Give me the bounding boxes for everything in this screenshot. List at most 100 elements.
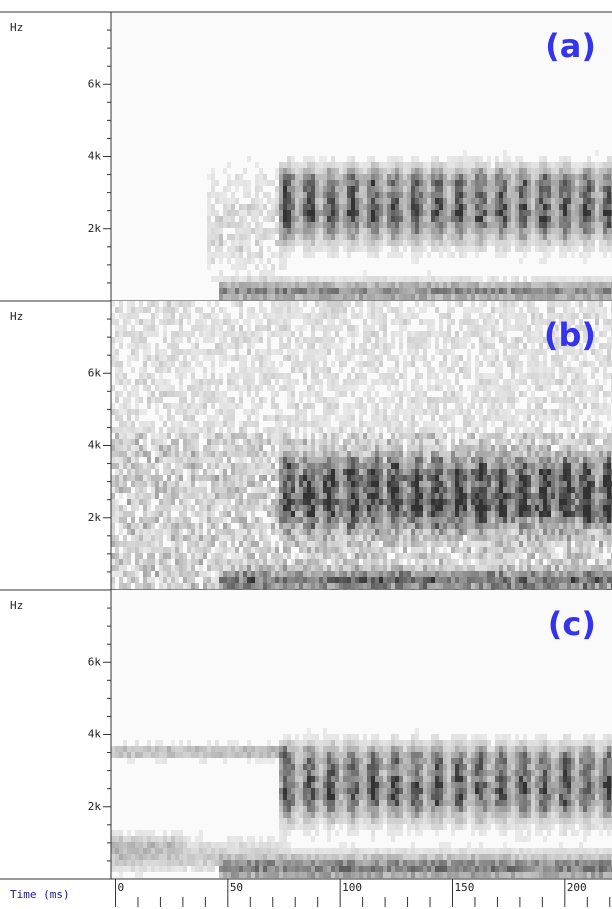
spectrogram-cell <box>315 487 319 493</box>
spectrogram-cell <box>195 343 199 349</box>
spectrogram-cell <box>343 457 347 463</box>
spectrogram-cell <box>259 270 263 276</box>
spectrogram-cell <box>115 319 119 325</box>
spectrogram-cell <box>171 565 175 571</box>
spectrogram-cell <box>227 174 231 180</box>
spectrogram-cell <box>515 222 519 228</box>
spectrogram-cell <box>207 583 211 589</box>
spectrogram-cell <box>487 228 491 234</box>
spectrogram-cell <box>327 180 331 186</box>
spectrogram-cell <box>363 294 367 300</box>
spectrogram-cell <box>271 427 275 433</box>
spectrogram-cell <box>599 288 603 294</box>
spectrogram-cell <box>511 276 515 282</box>
spectrogram-cell <box>443 186 447 192</box>
spectrogram-cell <box>543 234 547 240</box>
spectrogram-cell <box>179 583 183 589</box>
spectrogram-cell <box>391 337 395 343</box>
spectrogram-cell <box>339 204 343 210</box>
spectrogram-cell <box>255 180 259 186</box>
spectrogram-cell <box>215 301 219 307</box>
spectrogram-cell <box>371 463 375 469</box>
spectrogram-cell <box>311 427 315 433</box>
spectrogram-cell <box>331 313 335 319</box>
spectrogram-cell <box>159 319 163 325</box>
spectrogram-cell <box>359 499 363 505</box>
spectrogram-cell <box>431 156 435 162</box>
spectrogram-cell <box>399 487 403 493</box>
spectrogram-cell <box>339 349 343 355</box>
spectrogram-cell <box>339 216 343 222</box>
spectrogram-cell <box>323 493 327 499</box>
spectrogram-cell <box>143 325 147 331</box>
spectrogram-cell <box>363 373 367 379</box>
spectrogram-cell <box>323 475 327 481</box>
spectrogram-cell <box>155 313 159 319</box>
spectrogram-cell <box>335 499 339 505</box>
spectrogram-cell <box>403 222 407 228</box>
spectrogram-cell <box>135 451 139 457</box>
spectrogram-cell <box>495 252 499 258</box>
spectrogram-cell <box>135 547 139 553</box>
spectrogram-cell <box>247 391 251 397</box>
spectrogram-cell <box>175 355 179 361</box>
spectrogram-cell <box>323 487 327 493</box>
spectrogram-cell <box>315 379 319 385</box>
spectrogram-cell <box>239 373 243 379</box>
spectrogram-cell <box>327 583 331 589</box>
spectrogram-cell <box>171 337 175 343</box>
spectrogram-cell <box>591 228 595 234</box>
spectrogram-cell <box>331 228 335 234</box>
spectrogram-cell <box>167 577 171 583</box>
spectrogram-cell <box>279 385 283 391</box>
spectrogram-cell <box>223 313 227 319</box>
spectrogram-cell <box>471 228 475 234</box>
spectrogram-cell <box>335 252 339 258</box>
spectrogram-cell <box>295 325 299 331</box>
spectrogram-cell <box>579 234 583 240</box>
spectrogram-cell <box>219 258 223 264</box>
spectrogram-cell <box>447 282 451 288</box>
spectrogram-cell <box>343 294 347 300</box>
spectrogram-cell <box>395 367 399 373</box>
spectrogram-cell <box>275 325 279 331</box>
spectrogram-cell <box>395 361 399 367</box>
spectrogram-cell <box>319 469 323 475</box>
spectrogram-cell <box>123 559 127 565</box>
spectrogram-cell <box>251 385 255 391</box>
spectrogram-cell <box>211 349 215 355</box>
spectrogram-cell <box>607 246 611 252</box>
spectrogram-cell <box>399 493 403 499</box>
spectrogram-cell <box>159 397 163 403</box>
spectrogram-cell <box>323 331 327 337</box>
spectrogram-cell <box>275 475 279 481</box>
spectrogram-cell <box>355 240 359 246</box>
spectrogram-cell <box>207 222 211 228</box>
spectrogram-cell <box>447 288 451 294</box>
spectrogram-cell <box>279 325 283 331</box>
spectrogram-cell <box>195 553 199 559</box>
spectrogram-cell <box>191 421 195 427</box>
spectrogram-cell <box>359 204 363 210</box>
spectrogram-cell <box>235 553 239 559</box>
spectrogram-cell <box>387 475 391 481</box>
spectrogram-cell <box>147 325 151 331</box>
spectrogram-cell <box>239 337 243 343</box>
spectrogram-cell <box>259 523 263 529</box>
spectrogram-cell <box>115 373 119 379</box>
spectrogram-cell <box>147 547 151 553</box>
spectrogram-cell <box>291 234 295 240</box>
spectrogram-cell <box>251 204 255 210</box>
spectrogram-cell <box>495 282 499 288</box>
spectrogram-cell <box>367 301 371 307</box>
spectrogram-cell <box>143 481 147 487</box>
spectrogram-cell <box>515 282 519 288</box>
spectrogram-cell <box>271 547 275 553</box>
spectrogram-cell <box>451 288 455 294</box>
spectrogram-cell <box>419 216 423 222</box>
spectrogram-cell <box>359 517 363 523</box>
spectrogram-cell <box>463 150 467 156</box>
spectrogram-cell <box>455 168 459 174</box>
spectrogram-cell <box>243 276 247 282</box>
spectrogram-cell <box>163 337 167 343</box>
